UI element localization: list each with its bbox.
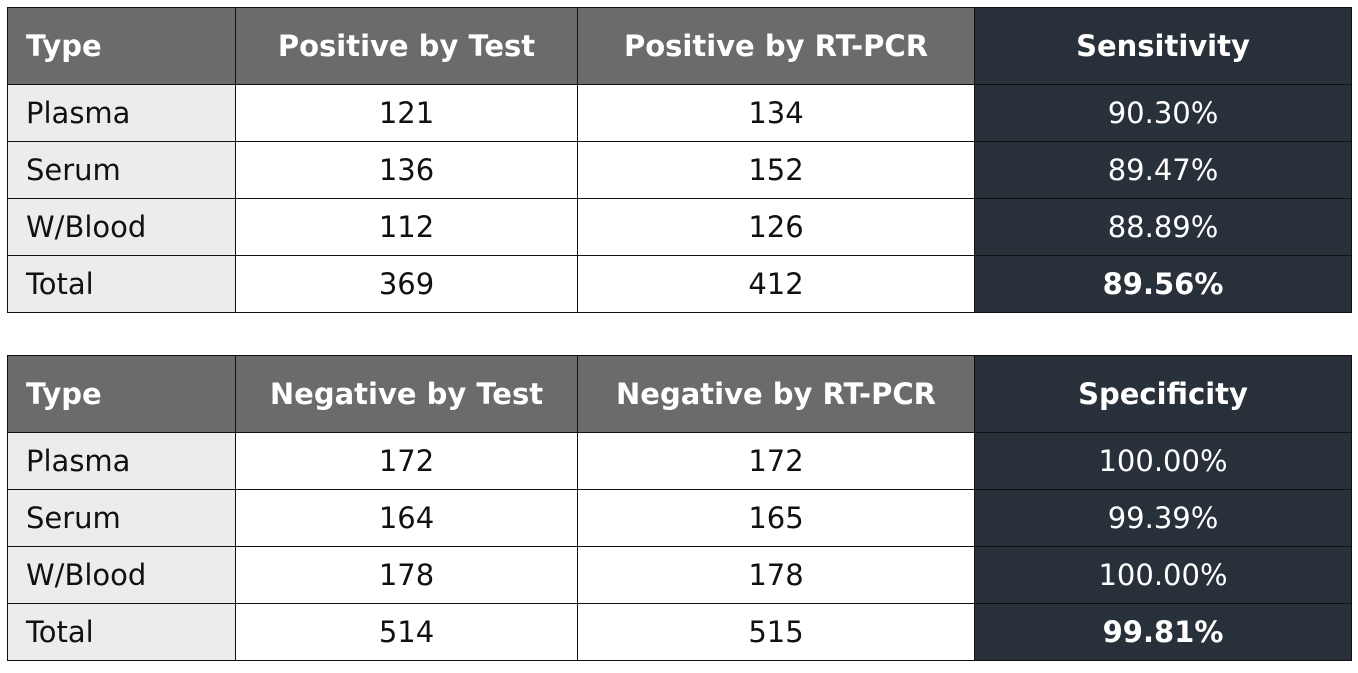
table-cell: 90.30% [974,84,1352,142]
header-cell: Type [7,355,236,433]
table-cell: 100.00% [974,546,1352,604]
table-row: W/Blood 112 126 88.89% [7,198,1352,256]
table-cell: Plasma [7,84,236,142]
table-cell: 100.00% [974,432,1352,490]
table-cell: W/Blood [7,546,236,604]
header-cell: Type [7,7,236,85]
header-cell: Positive by RT-PCR [577,7,975,85]
header-cell: Specificity [974,355,1352,433]
table-cell: 172 [235,432,578,490]
table-cell: 165 [577,489,975,547]
table-cell: 412 [577,255,975,313]
table-cell: 88.89% [974,198,1352,256]
table-cell: 164 [235,489,578,547]
header-row: Type Positive by Test Positive by RT-PCR Se… [7,7,1352,85]
table-cell: 99.81% [974,603,1352,661]
table-row: W/Blood 178 178 100.00% [7,546,1352,604]
table-cell: 172 [577,432,975,490]
header-cell: Negative by Test [235,355,578,433]
table-cell: W/Blood [7,198,236,256]
data-table: Type Negative by Test Negative by RT-PCR Sp… [7,355,1352,661]
table-cell: Serum [7,141,236,199]
table-cell: Plasma [7,432,236,490]
table-row: Total 514 515 99.81% [7,603,1352,661]
table-row: Plasma 121 134 90.30% [7,84,1352,142]
table-cell: 126 [577,198,975,256]
table-cell: Total [7,603,236,661]
table-cell: 369 [235,255,578,313]
table-cell: 134 [577,84,975,142]
data-table: Type Positive by Test Positive by RT-PCR Se… [7,7,1352,313]
table-row: Plasma 172 172 100.00% [7,432,1352,490]
table-cell: 89.56% [974,255,1352,313]
table-cell: 136 [235,141,578,199]
header-row: Type Negative by Test Negative by RT-PCR Sp… [7,355,1352,433]
table-cell: 178 [235,546,578,604]
table-cell: Serum [7,489,236,547]
table-cell: 89.47% [974,141,1352,199]
table-cell: 152 [577,141,975,199]
header-cell: Negative by RT-PCR [577,355,975,433]
header-cell: Sensitivity [974,7,1352,85]
table-cell: Total [7,255,236,313]
table-cell: 99.39% [974,489,1352,547]
table-row: Serum 164 165 99.39% [7,489,1352,547]
table-cell: 112 [235,198,578,256]
header-cell: Positive by Test [235,7,578,85]
table-cell: 515 [577,603,975,661]
table-row: Serum 136 152 89.47% [7,141,1352,199]
table-cell: 178 [577,546,975,604]
table-row: Total 369 412 89.56% [7,255,1352,313]
table-cell: 121 [235,84,578,142]
table-cell: 514 [235,603,578,661]
